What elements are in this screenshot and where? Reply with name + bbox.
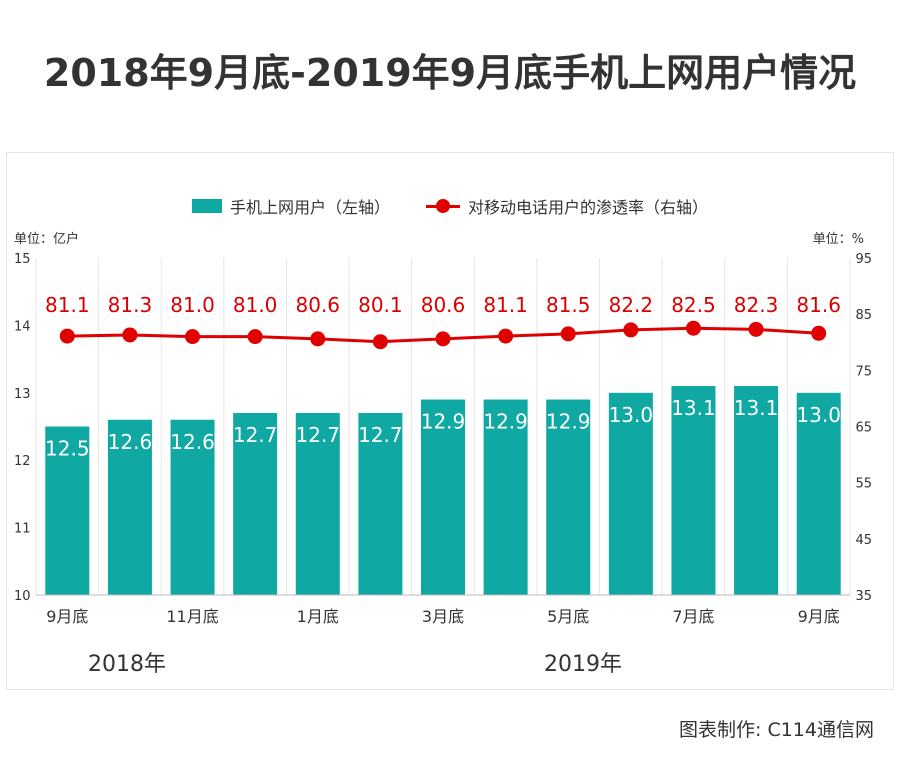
year-label-2018: 2018年	[88, 652, 166, 677]
line-point	[748, 321, 764, 337]
legend-bar-swatch	[191, 199, 222, 213]
bar-value-label: 13.0	[796, 403, 841, 427]
bar	[358, 413, 403, 595]
x-tick-label: 9月底	[46, 607, 88, 626]
legend-item-line[interactable]: 对移动电话用户的渗透率（右轴）	[426, 194, 708, 218]
bar	[421, 399, 465, 595]
line-point	[247, 329, 263, 345]
right-axis-tick-label: 35	[855, 589, 872, 604]
right-axis-tick-label: 85	[855, 308, 872, 323]
bar-value-label: 13.1	[734, 396, 779, 420]
line-point	[623, 322, 639, 338]
right-axis-tick-label: 55	[855, 477, 872, 492]
bar-value-label: 12.5	[45, 437, 90, 461]
line-point	[811, 325, 827, 341]
line-value-label: 81.1	[483, 293, 528, 317]
line-value-label: 81.0	[233, 293, 278, 317]
line-point	[560, 326, 576, 342]
x-tick-label: 9月底	[798, 607, 840, 626]
line-value-label: 81.3	[108, 293, 153, 317]
line-point	[122, 327, 138, 343]
line-point	[59, 328, 75, 344]
line-value-label: 82.3	[734, 293, 779, 317]
line-point	[372, 334, 388, 350]
right-axis-tick-label: 65	[855, 421, 872, 436]
bar	[45, 426, 90, 595]
line-point	[685, 320, 701, 336]
x-tick-label: 11月底	[166, 607, 218, 626]
x-tick-label: 7月底	[672, 607, 714, 626]
bar	[546, 399, 591, 595]
page-title: 2018年9月底-2019年9月底手机上网用户情况	[43, 51, 857, 95]
line-value-label: 81.1	[45, 293, 90, 317]
line-value-label: 80.6	[296, 293, 341, 317]
line-value-label: 82.2	[609, 293, 654, 317]
bar	[233, 413, 278, 595]
left-axis-tick-label: 14	[14, 319, 31, 334]
x-tick-label: 3月底	[422, 607, 464, 626]
left-axis-tick-label: 12	[14, 454, 31, 469]
line-point	[498, 328, 514, 344]
bar	[671, 386, 716, 595]
x-tick-label: 5月底	[547, 607, 589, 626]
left-axis-unit: 单位：亿户	[14, 232, 80, 247]
legend-item-bar[interactable]: 手机上网用户（左轴）	[191, 194, 390, 218]
right-axis-tick-label: 45	[855, 533, 872, 548]
bar	[107, 419, 152, 595]
bar	[483, 399, 528, 595]
legend-bar-label: 手机上网用户（左轴）	[229, 198, 390, 217]
line-point	[185, 329, 201, 345]
left-axis-tick-label: 10	[14, 589, 31, 604]
bar-value-label: 12.9	[421, 410, 466, 434]
right-axis-tick-label: 75	[855, 364, 872, 379]
line-value-label: 82.5	[671, 293, 716, 317]
bar	[608, 392, 653, 595]
bar-value-label: 13.0	[609, 403, 654, 427]
line-point	[310, 331, 326, 347]
line-value-label: 80.6	[421, 293, 466, 317]
left-axis-tick-label: 15	[14, 252, 31, 267]
chart-credit: 图表制作: C114通信网	[679, 719, 874, 741]
bar-value-label: 12.7	[358, 423, 403, 447]
line-value-label: 81.0	[170, 293, 215, 317]
bar-value-label: 13.1	[671, 396, 716, 420]
bar-value-label: 12.9	[483, 410, 528, 434]
chart-legend: 手机上网用户（左轴） 对移动电话用户的渗透率（右轴）	[0, 194, 900, 218]
line-point	[435, 331, 451, 347]
bar	[796, 392, 841, 595]
bar-value-label: 12.9	[546, 410, 591, 434]
year-label-2019: 2019年	[544, 652, 622, 677]
legend-line-label: 对移动电话用户的渗透率（右轴）	[468, 198, 709, 217]
right-axis-tick-label: 95	[855, 252, 872, 267]
right-axis-unit: 单位：%	[812, 232, 864, 247]
bar	[170, 419, 215, 595]
x-tick-label: 1月底	[297, 607, 339, 626]
line-value-label: 81.6	[796, 293, 841, 317]
left-axis-tick-label: 13	[14, 387, 31, 402]
left-axis-tick-label: 11	[14, 522, 31, 537]
line-value-label: 80.1	[358, 293, 403, 317]
legend-line-swatch	[426, 199, 460, 213]
bar-value-label: 12.6	[170, 430, 215, 454]
bar	[295, 413, 340, 595]
line-value-label: 81.5	[546, 293, 591, 317]
bar-value-label: 12.7	[233, 423, 278, 447]
bar-value-label: 12.6	[108, 430, 153, 454]
bar	[734, 386, 779, 595]
bar-value-label: 12.7	[296, 423, 341, 447]
